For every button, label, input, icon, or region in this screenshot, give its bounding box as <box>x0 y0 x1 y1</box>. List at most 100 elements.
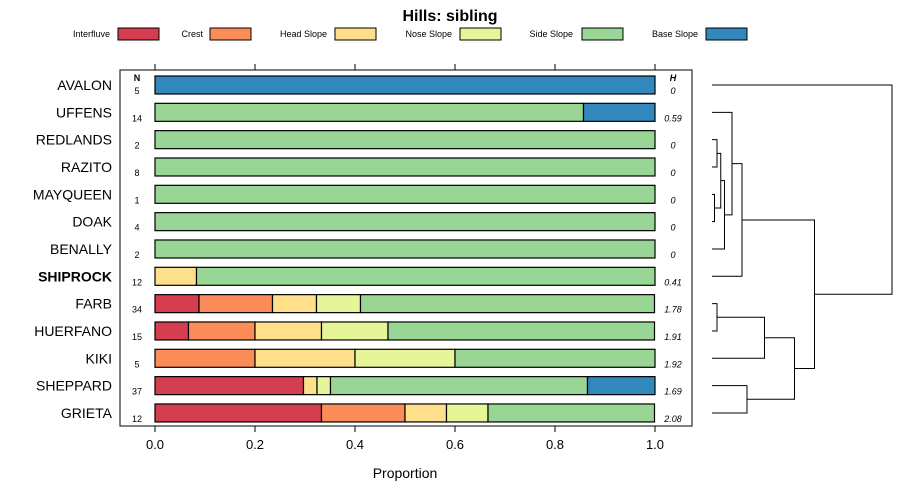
x-tick-label-2: 0.4 <box>346 437 364 452</box>
x-tick-label-3: 0.6 <box>446 437 464 452</box>
bar-huerfano-interfluve <box>154 321 190 341</box>
h-value-grieta: 2.08 <box>663 414 682 424</box>
bar-huerfano-nose-slope <box>320 321 389 341</box>
n-value-benally: 2 <box>134 250 139 260</box>
h-value-razito: 0 <box>670 168 675 178</box>
bar-farb-nose-slope <box>315 294 362 314</box>
row-label-sheppard: SHEPPARD <box>36 378 112 394</box>
dendrogram-link-11 <box>712 84 893 295</box>
h-value-sheppard: 1.69 <box>664 387 682 397</box>
h-value-benally: 0 <box>670 250 675 260</box>
row-label-huerfano: HUERFANO <box>34 323 112 339</box>
bar-sheppard-side-slope <box>329 376 589 396</box>
legend-label-3: Nose Slope <box>405 29 452 39</box>
bar-sheppard-base-slope <box>586 376 656 396</box>
legend-swatch-5 <box>705 27 748 41</box>
bar-doak-side-slope <box>154 212 656 232</box>
row-label-uffens: UFFENS <box>56 104 112 120</box>
dendrogram <box>712 84 893 414</box>
bar-kiki-nose-slope <box>354 348 456 368</box>
row-label-shiprock: SHIPROCK <box>38 268 112 284</box>
h-value-huerfano: 1.91 <box>664 332 682 342</box>
dendrogram-link-0 <box>712 193 715 223</box>
n-value-mayqueen: 1 <box>134 195 139 205</box>
bar-shiprock-side-slope <box>195 266 656 286</box>
h-value-farb: 1.78 <box>664 305 682 315</box>
n-value-shiprock: 12 <box>132 277 142 287</box>
bar-huerfano-head-slope <box>254 321 323 341</box>
n-value-razito: 8 <box>134 168 139 178</box>
bar-sheppard-head-slope <box>302 376 318 396</box>
row-label-grieta: GRIETA <box>61 405 113 421</box>
row-label-benally: BENALLY <box>50 241 113 257</box>
n-value-grieta: 12 <box>132 414 142 424</box>
h-value-uffens: 0.59 <box>664 113 682 123</box>
chart-title: Hills: sibling <box>402 8 497 25</box>
bar-grieta-interfluve <box>154 403 323 423</box>
dendrogram-link-2 <box>714 152 722 209</box>
legend-label-0: Interfluve <box>73 29 110 39</box>
dendrogram-link-7 <box>712 385 748 414</box>
n-value-doak: 4 <box>134 223 139 233</box>
bar-huerfano-side-slope <box>387 321 656 341</box>
row-label-razito: RAZITO <box>61 159 112 175</box>
legend-swatch-1 <box>209 27 252 41</box>
bar-kiki-head-slope <box>254 348 356 368</box>
row-label-doak: DOAK <box>72 214 112 230</box>
legend-label-1: Crest <box>181 29 203 39</box>
h-value-kiki: 1.92 <box>664 359 682 369</box>
h-value-mayqueen: 0 <box>670 195 675 205</box>
bar-sheppard-nose-slope <box>316 376 332 396</box>
bar-sheppard-interfluve <box>154 376 305 396</box>
dendrogram-link-1 <box>712 139 718 168</box>
n-value-uffens: 14 <box>132 113 142 123</box>
h-value-doak: 0 <box>670 223 675 233</box>
x-tick-label-4: 0.8 <box>546 437 564 452</box>
dendrogram-link-10 <box>742 219 815 370</box>
n-value-avalon: 5 <box>134 86 139 96</box>
row-label-redlands: REDLANDS <box>36 132 112 148</box>
row-label-kiki: KIKI <box>86 350 112 366</box>
legend-label-4: Side Slope <box>529 29 573 39</box>
x-tick-label-1: 0.2 <box>246 437 264 452</box>
dendrogram-link-5 <box>712 163 743 277</box>
legend-swatch-0 <box>117 27 160 41</box>
dendrogram-link-6 <box>712 303 718 332</box>
bar-benally-side-slope <box>154 239 656 259</box>
legend-swatch-2 <box>334 27 377 41</box>
dendrogram-link-9 <box>747 337 795 400</box>
h-value-redlands: 0 <box>670 141 675 151</box>
bar-uffens-side-slope <box>154 102 585 122</box>
bar-farb-side-slope <box>359 294 656 314</box>
bar-kiki-side-slope <box>454 348 656 368</box>
row-label-mayqueen: MAYQUEEN <box>33 186 112 202</box>
n-header: N <box>134 73 141 83</box>
legend-swatch-4 <box>581 27 624 41</box>
bar-razito-side-slope <box>154 157 656 177</box>
bar-uffens-base-slope <box>582 102 656 122</box>
bar-kiki-crest <box>154 348 256 368</box>
h-value-avalon: 0 <box>670 86 675 96</box>
x-axis: 0.0 0.2 0.4 0.6 0.8 1.0 <box>146 64 664 452</box>
legend: Interfluve Crest Head Slope Nose Slope Side … <box>73 27 748 41</box>
n-value-redlands: 2 <box>134 141 139 151</box>
bar-shiprock-head-slope <box>154 266 198 286</box>
plot-frame <box>119 69 693 427</box>
bar-grieta-crest <box>320 403 406 423</box>
dendrogram-link-3 <box>712 180 725 250</box>
bar-farb-crest <box>198 294 274 314</box>
n-value-farb: 34 <box>132 305 142 315</box>
dendrogram-link-8 <box>712 316 765 359</box>
n-value-kiki: 5 <box>134 359 139 369</box>
bar-grieta-nose-slope <box>445 403 489 423</box>
bar-avalon-base-slope <box>154 75 656 95</box>
legend-label-5: Base Slope <box>652 29 698 39</box>
legend-swatch-3 <box>459 27 502 41</box>
row-label-avalon: AVALON <box>57 77 112 93</box>
n-value-sheppard: 37 <box>132 387 142 397</box>
bar-mayqueen-side-slope <box>154 184 656 204</box>
bar-grieta-head-slope <box>404 403 448 423</box>
bar-redlands-side-slope <box>154 130 656 150</box>
